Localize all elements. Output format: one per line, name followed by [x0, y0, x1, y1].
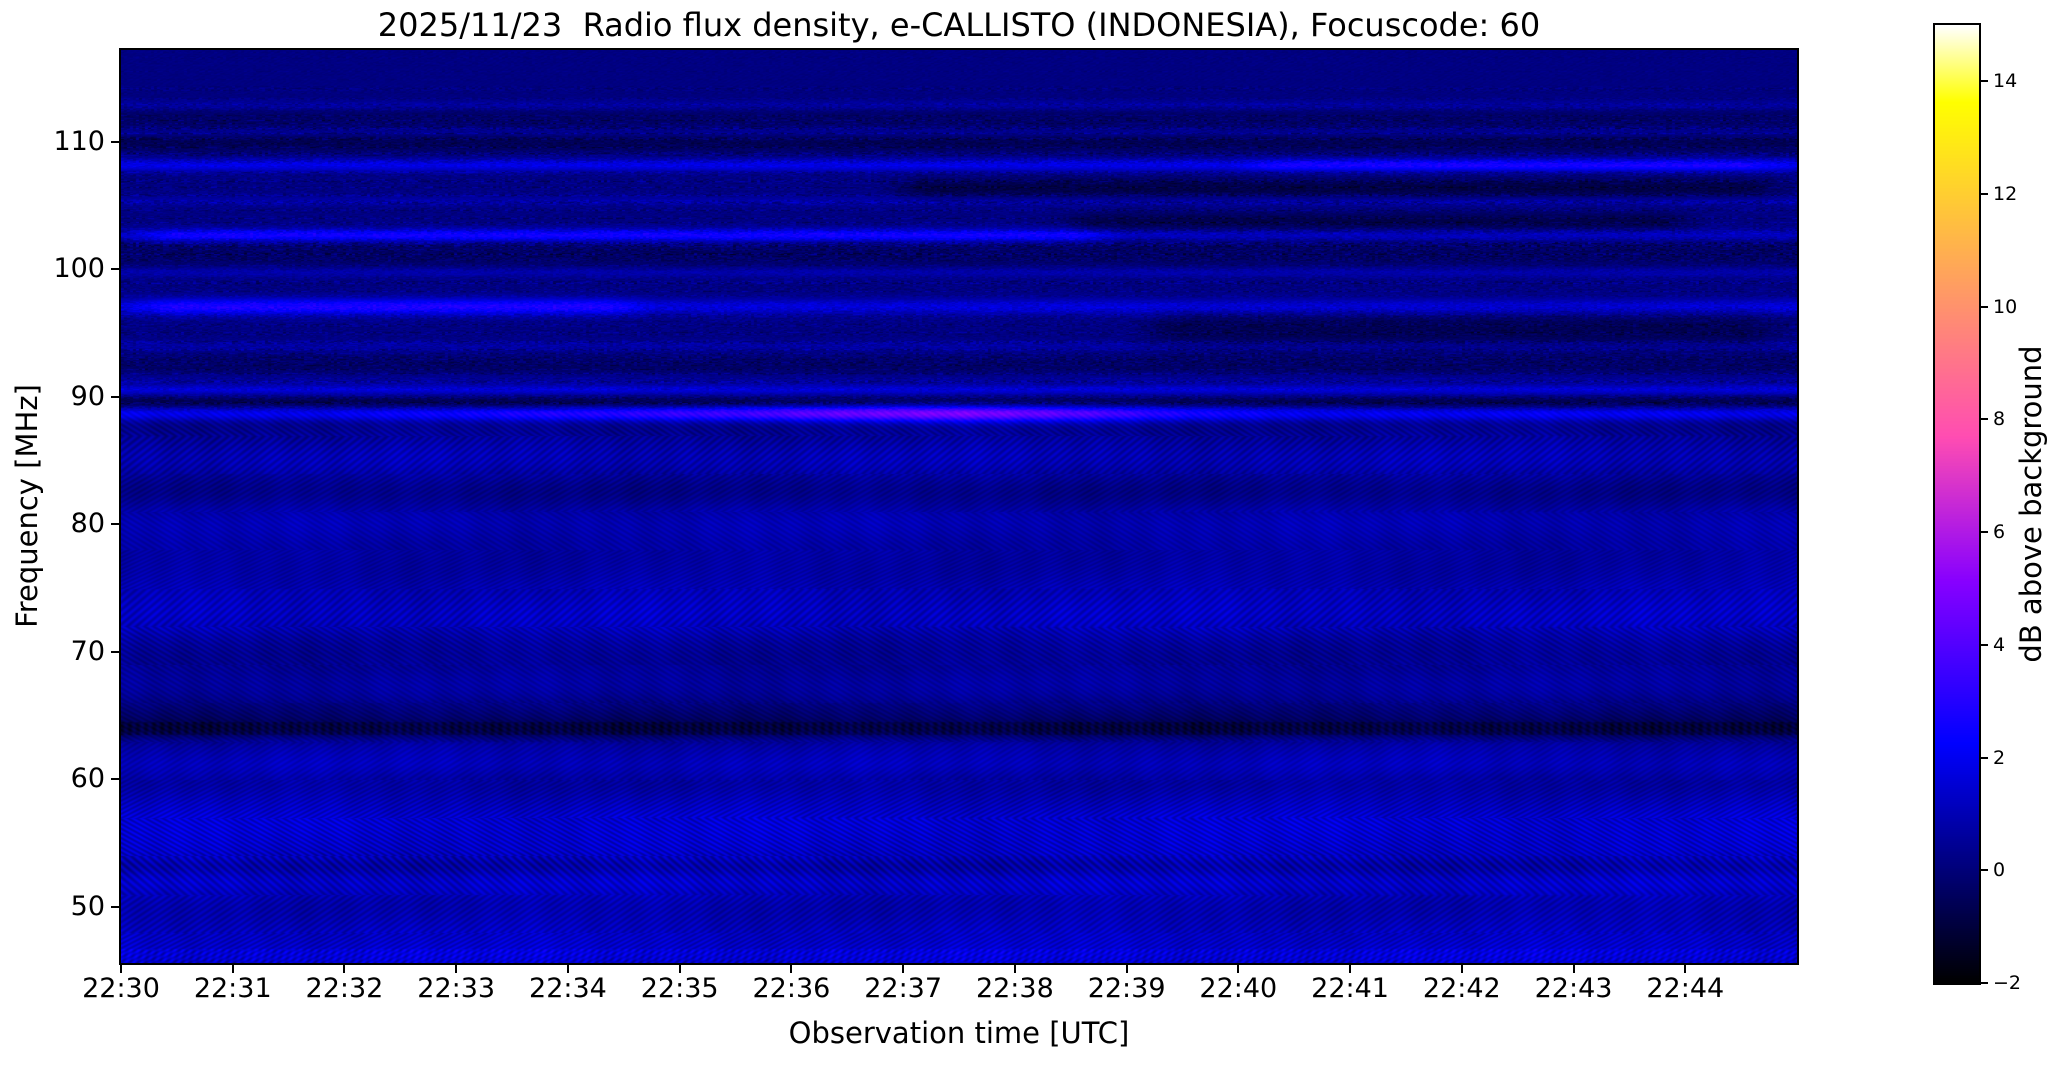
- x-tick-label: 22:40: [1199, 973, 1278, 1004]
- colorbar-tick-label: 2: [1993, 746, 2006, 769]
- x-tick-label: 22:42: [1422, 973, 1501, 1004]
- y-tick-mark: [111, 268, 119, 271]
- x-tick-label: 22:38: [975, 973, 1054, 1004]
- x-tick-mark: [790, 965, 793, 973]
- y-tick-label: 60: [70, 763, 105, 795]
- x-tick-mark: [455, 965, 458, 973]
- colorbar-tick-mark: [1981, 756, 1988, 759]
- x-tick-mark: [343, 965, 346, 973]
- x-tick-label: 22:30: [82, 973, 160, 1004]
- x-tick-label: 22:31: [193, 973, 272, 1004]
- y-axis-label: Frequency [MHz]: [10, 384, 44, 628]
- colorbar-tick-mark: [1981, 305, 1988, 308]
- y-tick-label: 50: [70, 890, 105, 922]
- colorbar-tick-mark: [1981, 643, 1988, 646]
- y-tick-label: 70: [70, 635, 105, 667]
- y-tick-mark: [111, 395, 119, 398]
- colorbar-label: dB above background: [2014, 345, 2048, 663]
- x-tick-mark: [1349, 965, 1352, 973]
- x-tick-mark: [1125, 965, 1128, 973]
- x-tick-label: 22:43: [1534, 973, 1613, 1004]
- x-tick-mark: [231, 965, 234, 973]
- x-tick-label: 22:32: [305, 973, 384, 1004]
- colorbar-tick-mark: [1981, 531, 1988, 534]
- x-tick-mark: [1013, 965, 1016, 973]
- colorbar-frame: [1933, 23, 1981, 985]
- colorbar-tick-label: 14: [1993, 70, 2018, 93]
- x-tick-label: 22:33: [417, 973, 496, 1004]
- x-tick-mark: [1237, 965, 1240, 973]
- colorbar-tick-mark: [1981, 193, 1988, 196]
- x-axis-label: Observation time [UTC]: [788, 1016, 1130, 1050]
- y-tick-label: 80: [70, 508, 105, 540]
- x-tick-label: 22:37: [864, 973, 943, 1004]
- spectrogram-canvas: [121, 50, 1797, 963]
- colorbar-canvas: [1935, 25, 1979, 983]
- x-tick-label: 22:44: [1646, 973, 1725, 1004]
- x-tick-mark: [678, 965, 681, 973]
- y-tick-label: 110: [53, 125, 105, 157]
- colorbar-tick-label: 0: [1993, 859, 2006, 882]
- colorbar-tick-label: 6: [1993, 521, 2006, 544]
- x-tick-mark: [1684, 965, 1687, 973]
- x-tick-mark: [566, 965, 569, 973]
- colorbar-tick-mark: [1981, 80, 1988, 83]
- x-tick-mark: [120, 965, 122, 973]
- x-tick-label: 22:39: [1087, 973, 1166, 1004]
- y-tick-label: 100: [53, 253, 105, 285]
- colorbar-tick-mark: [1981, 869, 1988, 872]
- colorbar-tick-label: 8: [1993, 408, 2006, 431]
- colorbar-tick-mark: [1981, 418, 1988, 421]
- plot-area-frame: [119, 48, 1799, 965]
- colorbar-tick-label: 4: [1993, 633, 2006, 656]
- x-tick-label: 22:34: [529, 973, 607, 1004]
- colorbar-tick-mark: [1981, 982, 1988, 984]
- y-tick-mark: [111, 650, 119, 653]
- y-tick-mark: [111, 905, 119, 908]
- y-tick-mark: [111, 778, 119, 781]
- colorbar-tick-label: 10: [1993, 295, 2018, 318]
- x-tick-label: 22:36: [752, 973, 831, 1004]
- x-tick-mark: [1572, 965, 1575, 973]
- colorbar-tick-label: 12: [1993, 183, 2018, 206]
- colorbar-tick-label: −2: [1993, 972, 2022, 994]
- x-tick-label: 22:41: [1311, 973, 1389, 1004]
- y-tick-mark: [111, 523, 119, 526]
- x-tick-label: 22:35: [640, 973, 719, 1004]
- figure-title: 2025/11/23 Radio flux density, e-CALLIST…: [377, 6, 1541, 44]
- x-tick-mark: [902, 965, 905, 973]
- y-tick-label: 90: [70, 380, 105, 412]
- x-tick-mark: [1460, 965, 1463, 973]
- y-tick-mark: [111, 140, 119, 143]
